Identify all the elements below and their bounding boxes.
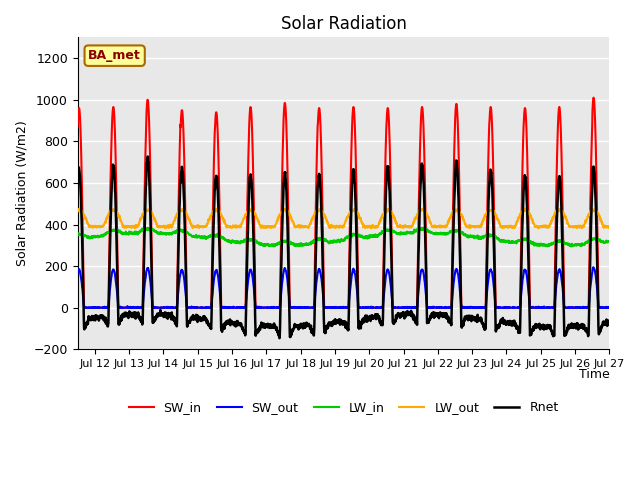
- Y-axis label: Solar Radiation (W/m2): Solar Radiation (W/m2): [15, 120, 28, 266]
- Text: BA_met: BA_met: [88, 49, 141, 62]
- Legend: SW_in, SW_out, LW_in, LW_out, Rnet: SW_in, SW_out, LW_in, LW_out, Rnet: [124, 396, 563, 419]
- X-axis label: Time: Time: [579, 368, 609, 381]
- Title: Solar Radiation: Solar Radiation: [280, 15, 406, 33]
